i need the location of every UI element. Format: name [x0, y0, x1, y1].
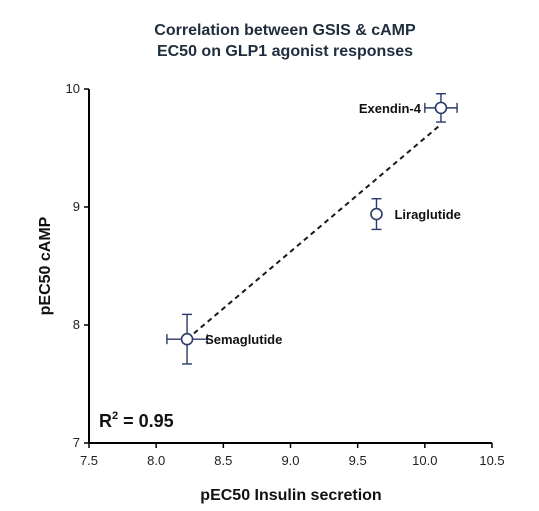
x-tick-label: 9.0 [281, 453, 299, 468]
y-tick-label: 10 [66, 81, 80, 96]
chart-title: Correlation between GSIS & cAMP [154, 22, 416, 39]
x-tick-label: 9.5 [349, 453, 367, 468]
y-axis: 7 8 9 10 [66, 81, 90, 450]
r-squared-symbol: R [99, 411, 112, 431]
x-tick-label: 8.0 [147, 453, 165, 468]
regression-line [186, 123, 442, 340]
r-squared-exponent: 2 [112, 410, 118, 422]
y-tick-label: 9 [73, 199, 80, 214]
data-point-marker [434, 101, 448, 115]
data-point-marker [180, 332, 194, 346]
data-point-liraglutide: Liraglutide [370, 198, 461, 231]
data-label: Semaglutide [205, 332, 282, 347]
data-point-marker [370, 207, 383, 221]
chart-subtitle: EC50 on GLP1 agonist responses [157, 43, 413, 60]
data-point-semaglutide: Semaglutide [166, 313, 282, 365]
y-tick-label: 8 [73, 317, 80, 332]
x-tick-label: 10.0 [412, 453, 437, 468]
x-tick-label: 10.5 [479, 453, 504, 468]
data-label: Exendin-4 [359, 101, 422, 116]
r-squared-annotation: R2 = 0.95 [99, 410, 174, 431]
x-axis: 7.5 8.0 8.5 9.0 9.5 10.0 10.5 [80, 442, 505, 468]
data-point-exendin-4: Exendin-4 [359, 93, 458, 123]
x-tick-label: 7.5 [80, 453, 98, 468]
data-points-layer: Semaglutide Liraglutide Exendin-4 [166, 93, 461, 365]
regression-line-layer [186, 123, 442, 340]
data-label: Liraglutide [394, 207, 460, 222]
x-tick-label: 8.5 [214, 453, 232, 468]
y-tick-label: 7 [73, 435, 80, 450]
x-axis-label: pEC50 Insulin secretion [200, 487, 381, 504]
y-axis-label: pEC50 cAMP [37, 216, 54, 315]
r-squared-value: = 0.95 [118, 411, 174, 431]
